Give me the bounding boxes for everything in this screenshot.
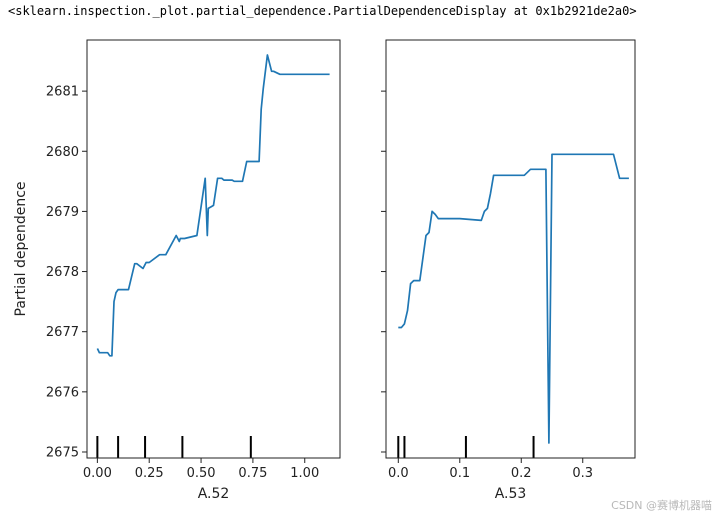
pd-line — [96, 54, 330, 357]
x-tick-label: 0.25 — [135, 466, 164, 481]
pdp-panel-a53: 0.0 0.1 0.2 0.3 A.53 — [381, 39, 636, 502]
pd-line — [398, 153, 629, 444]
x-tick-label: 0.3 — [572, 466, 593, 481]
pdp-panel-a52: 2675 2676 2677 2678 2679 2680 2681 0.00 0.25 0.50… — [13, 39, 341, 502]
x-axis-label: A.52 — [198, 486, 230, 502]
y-tick-label: 2681 — [46, 85, 79, 100]
axes-frame — [385, 39, 636, 459]
y-tick-label: 2677 — [46, 325, 79, 340]
y-axis-label: Partial dependence — [13, 181, 29, 316]
y-tick-label: 2680 — [46, 145, 79, 160]
y-tick-label: 2678 — [46, 265, 79, 280]
axes-frame — [86, 39, 341, 459]
watermark-text: CSDN @赛博机器喵 — [611, 499, 712, 512]
x-tick-label: 0.1 — [449, 466, 470, 481]
x-axis-label: A.53 — [495, 486, 527, 502]
x-tick-label: 0.2 — [511, 466, 532, 481]
x-tick-label: 0.00 — [83, 466, 112, 481]
x-tick-label: 0.75 — [238, 466, 267, 481]
x-tick-label: 0.50 — [187, 466, 216, 481]
x-tick-label: 0.0 — [388, 466, 409, 481]
y-tick-label: 2676 — [46, 385, 79, 400]
x-tick-label: 1.00 — [290, 466, 319, 481]
output-header-text: <sklearn.inspection._plot.partial_depend… — [8, 4, 637, 18]
y-tick-label: 2675 — [46, 445, 79, 460]
y-tick-label: 2679 — [46, 205, 79, 220]
